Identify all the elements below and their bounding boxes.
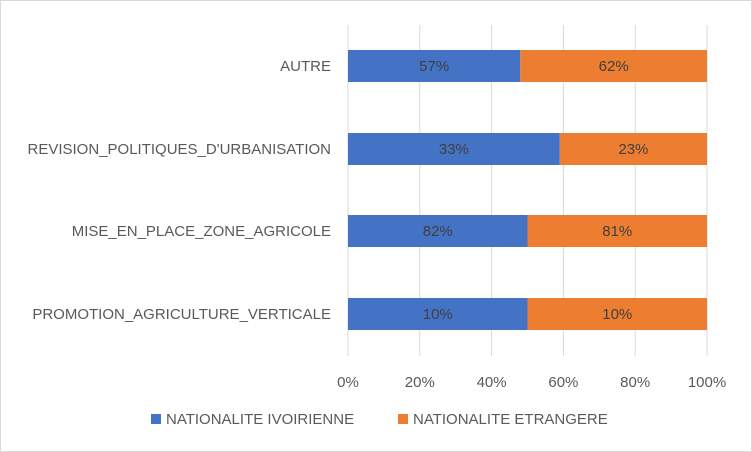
data-label: 10% [602,306,632,323]
x-tick-label: 0% [337,374,359,391]
category-label: AUTRE [280,58,331,75]
category-label: MISE_EN_PLACE_ZONE_AGRICOLE [72,223,331,240]
legend-swatch [151,414,161,424]
bar-segment [527,298,707,330]
legend-label: NATIONALITE ETRANGERE [413,411,608,428]
x-tick-label: 60% [548,374,578,391]
data-label: 33% [439,141,469,158]
category-label: PROMOTION_AGRICULTURE_VERTICALE [32,306,331,323]
x-tick-label: 20% [405,374,435,391]
data-label: 23% [618,141,648,158]
data-label: 62% [599,58,629,75]
data-label: 57% [419,58,449,75]
bar-segment [348,215,528,247]
x-tick-label: 40% [477,374,507,391]
data-label: 10% [423,306,453,323]
bar-segment [348,298,528,330]
x-tick-label: 100% [688,374,726,391]
bar-segment [527,215,707,247]
bar-segment [520,50,707,82]
legend-label: NATIONALITE IVOIRIENNE [166,411,354,428]
bar-segment [348,133,560,165]
x-tick-label: 80% [620,374,650,391]
data-label: 82% [423,223,453,240]
legend-swatch [398,414,408,424]
category-label: REVISION_POLITIQUES_D'URBANISATION [28,141,332,158]
bar-segment [348,50,521,82]
bar-segment [559,133,707,165]
data-label: 81% [602,223,632,240]
